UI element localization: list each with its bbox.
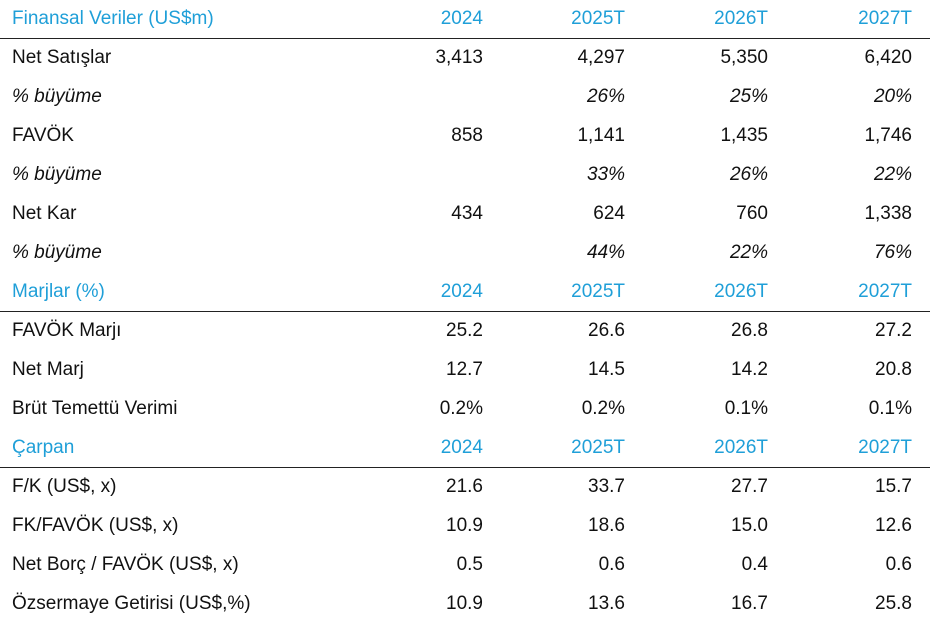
cell-value: 0.6	[885, 554, 912, 575]
cell-value: 2026T	[714, 8, 768, 29]
cell-value: 27.2	[875, 320, 912, 341]
cell-value: 14.2	[731, 359, 768, 380]
row-label: FK/FAVÖK (US$, x)	[12, 515, 179, 536]
row-label: Marjlar (%)	[12, 281, 105, 302]
cell-value: 2025T	[571, 281, 625, 302]
cell-value: 10.9	[446, 515, 483, 536]
row-label: Çarpan	[12, 437, 75, 458]
cell-value: 0.1%	[868, 398, 912, 419]
cell-value: 15.7	[875, 476, 912, 497]
table-row: % büyüme 33% 26% 22%	[0, 156, 930, 195]
row-label: FAVÖK Marjı	[12, 320, 122, 341]
cell-value: 16.7	[731, 593, 768, 614]
cell-value: 10.9	[446, 593, 483, 614]
table-row: % büyüme 44% 22% 76%	[0, 234, 930, 273]
cell-value: 1,141	[577, 125, 625, 146]
row-label: Net Kar	[12, 203, 77, 224]
cell-value: 33.7	[588, 476, 625, 497]
cell-value: 1,435	[720, 125, 768, 146]
table-row: Brüt Temettü Verimi 0.2% 0.2% 0.1% 0.1%	[0, 390, 930, 429]
row-label: Brüt Temettü Verimi	[12, 398, 178, 419]
cell-value: 3,413	[435, 47, 483, 68]
row-label: Özsermaye Getirisi (US$,%)	[12, 593, 251, 614]
table-row: Net Satışlar 3,413 4,297 5,350 6,420	[0, 39, 930, 78]
table-row: FAVÖK Marjı 25.2 26.6 26.8 27.2	[0, 312, 930, 351]
table-row: Net Kar 434 624 760 1,338	[0, 195, 930, 234]
cell-value: 858	[451, 125, 483, 146]
cell-value: 760	[736, 203, 768, 224]
cell-value: 6,420	[864, 47, 912, 68]
section-header: Marjlar (%) 2024 2025T 2026T 2027T	[0, 273, 930, 312]
cell-value: 18.6	[588, 515, 625, 536]
cell-value: 4,297	[577, 47, 625, 68]
cell-value: 22%	[873, 164, 912, 185]
row-label: Net Marj	[12, 359, 84, 380]
cell-value: 76%	[873, 242, 912, 263]
row-label: FAVÖK	[12, 125, 74, 146]
cell-value: 25.8	[875, 593, 912, 614]
row-label: Finansal Veriler (US$m)	[12, 8, 214, 29]
cell-value: 0.1%	[724, 398, 768, 419]
cell-value: 21.6	[446, 476, 483, 497]
cell-value: 27.7	[731, 476, 768, 497]
cell-value: 624	[593, 203, 625, 224]
cell-value: 2027T	[858, 8, 912, 29]
cell-value: 0.2%	[439, 398, 483, 419]
row-label: Net Satışlar	[12, 47, 112, 68]
cell-value: 5,350	[720, 47, 768, 68]
cell-value: 1,746	[864, 125, 912, 146]
cell-value: 13.6	[588, 593, 625, 614]
table-row: FK/FAVÖK (US$, x) 10.9 18.6 15.0 12.6	[0, 507, 930, 546]
cell-value: 25.2	[446, 320, 483, 341]
row-label: % büyüme	[12, 164, 102, 185]
cell-value: 26%	[729, 164, 768, 185]
cell-value: 2026T	[714, 437, 768, 458]
cell-value: 20%	[873, 86, 912, 107]
cell-value: 2025T	[571, 437, 625, 458]
cell-value: 20.8	[875, 359, 912, 380]
cell-value: 15.0	[731, 515, 768, 536]
cell-value: 0.6	[598, 554, 625, 575]
table-row: FAVÖK 858 1,141 1,435 1,746	[0, 117, 930, 156]
cell-value: 26%	[586, 86, 625, 107]
cell-value: 26.8	[731, 320, 768, 341]
section-header: Çarpan 2024 2025T 2026T 2027T	[0, 429, 930, 468]
section-header: Finansal Veriler (US$m) 2024 2025T 2026T 202…	[0, 0, 930, 39]
cell-value: 0.5	[456, 554, 483, 575]
cell-value: 2024	[440, 8, 483, 29]
table-row: Özsermaye Getirisi (US$,%) 10.9 13.6 16.7 25…	[0, 585, 930, 624]
cell-value: 0.4	[741, 554, 768, 575]
table-row: % büyüme 26% 25% 20%	[0, 78, 930, 117]
table-row: Net Marj 12.7 14.5 14.2 20.8	[0, 351, 930, 390]
cell-value: 2024	[440, 437, 483, 458]
cell-value: 2027T	[858, 437, 912, 458]
row-label: Net Borç / FAVÖK (US$, x)	[12, 554, 239, 575]
cell-value: 22%	[729, 242, 768, 263]
cell-value: 12.6	[875, 515, 912, 536]
cell-value: 44%	[586, 242, 625, 263]
cell-value: 2026T	[714, 281, 768, 302]
row-label: F/K (US$, x)	[12, 476, 117, 497]
row-label: % büyüme	[12, 86, 102, 107]
cell-value: 2024	[440, 281, 483, 302]
cell-value: 0.2%	[581, 398, 625, 419]
cell-value: 26.6	[588, 320, 625, 341]
cell-value: 14.5	[588, 359, 625, 380]
cell-value: 434	[451, 203, 483, 224]
cell-value: 33%	[586, 164, 625, 185]
cell-value: 2025T	[571, 8, 625, 29]
cell-value: 1,338	[864, 203, 912, 224]
cell-value: 12.7	[446, 359, 483, 380]
table-row: Net Borç / FAVÖK (US$, x) 0.5 0.6 0.4 0.6	[0, 546, 930, 585]
cell-value: 2027T	[858, 281, 912, 302]
table-row: F/K (US$, x) 21.6 33.7 27.7 15.7	[0, 468, 930, 507]
cell-value: 25%	[729, 86, 768, 107]
row-label: % büyüme	[12, 242, 102, 263]
